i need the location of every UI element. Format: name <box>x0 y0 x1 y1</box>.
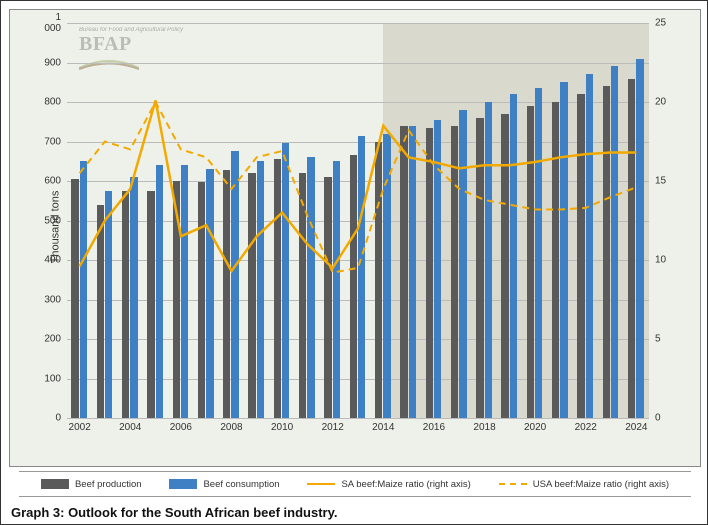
bar-consumption <box>333 161 340 418</box>
legend-item: USA beef:Maize ratio (right axis) <box>499 479 669 490</box>
bar-consumption <box>105 191 112 418</box>
y-left-tick-label: 600 <box>44 176 67 187</box>
bar-consumption <box>611 66 618 418</box>
bar-consumption <box>459 110 466 418</box>
bar-consumption <box>181 165 188 418</box>
bar-consumption <box>231 151 238 418</box>
y-right-tick-label: 25 <box>649 18 666 29</box>
bar-consumption <box>282 143 289 418</box>
bar-consumption <box>434 120 441 418</box>
bar-consumption <box>358 136 365 418</box>
y-left-tick-label: 100 <box>44 373 67 384</box>
x-tick-label: 2010 <box>271 418 293 433</box>
plot-region: 01002003004005006007008009001 0000510152… <box>67 23 649 418</box>
bar-production <box>274 159 281 418</box>
bar-consumption <box>206 169 213 418</box>
x-tick-label: 2008 <box>220 418 242 433</box>
bar-consumption <box>130 177 137 418</box>
bar-production <box>173 181 180 418</box>
legend-swatch-icon <box>307 483 335 485</box>
x-tick-label: 2020 <box>524 418 546 433</box>
bar-production <box>147 191 154 418</box>
legend-item: Beef consumption <box>169 479 279 490</box>
y-left-tick-label: 900 <box>44 57 67 68</box>
y-left-tick-label: 700 <box>44 136 67 147</box>
x-tick-label: 2006 <box>170 418 192 433</box>
bar-production <box>122 191 129 418</box>
bar-consumption <box>307 157 314 418</box>
bar-production <box>198 182 205 418</box>
x-tick-label: 2012 <box>322 418 344 433</box>
x-tick-label: 2004 <box>119 418 141 433</box>
legend-label: SA beef:Maize ratio (right axis) <box>341 479 470 490</box>
y-left-tick-label: 300 <box>44 294 67 305</box>
bar-consumption <box>485 102 492 418</box>
bar-production <box>577 94 584 418</box>
bar-consumption <box>560 82 567 418</box>
bar-production <box>375 142 382 419</box>
bar-consumption <box>510 94 517 418</box>
x-tick-label: 2014 <box>372 418 394 433</box>
x-tick-label: 2002 <box>69 418 91 433</box>
bar-consumption <box>257 161 264 418</box>
legend-item: Beef production <box>41 479 142 490</box>
bar-production <box>299 173 306 418</box>
bar-consumption <box>156 165 163 418</box>
legend-label: USA beef:Maize ratio (right axis) <box>533 479 669 490</box>
grid-line <box>67 23 649 24</box>
bar-production <box>248 173 255 418</box>
figure-container: Bureau for Food and Agricultural Policy … <box>0 0 708 525</box>
x-tick-label: 2024 <box>625 418 647 433</box>
bar-production <box>476 118 483 418</box>
legend-swatch-icon <box>169 479 197 489</box>
bar-production <box>501 114 508 418</box>
y-right-tick-label: 20 <box>649 97 666 108</box>
bar-consumption <box>636 59 643 418</box>
bar-consumption <box>535 88 542 418</box>
grid-line <box>67 418 649 419</box>
y-right-tick-label: 0 <box>649 413 661 424</box>
bar-consumption <box>383 134 390 418</box>
y-left-tick-label: 1 000 <box>44 12 67 34</box>
bar-production <box>223 170 230 418</box>
bar-production <box>400 126 407 418</box>
legend-label: Beef consumption <box>203 479 279 490</box>
bar-production <box>552 102 559 418</box>
grid-line <box>67 63 649 64</box>
bar-production <box>324 177 331 418</box>
y-right-tick-label: 10 <box>649 255 666 266</box>
bar-production <box>350 155 357 418</box>
x-tick-label: 2018 <box>473 418 495 433</box>
legend-swatch-icon <box>499 483 527 485</box>
y-left-axis-title: Thousand tons <box>49 191 61 264</box>
y-left-tick-label: 200 <box>44 334 67 345</box>
x-tick-label: 2016 <box>423 418 445 433</box>
bar-production <box>603 86 610 418</box>
x-tick-label: 2022 <box>575 418 597 433</box>
legend: Beef production Beef consumption SA beef:M… <box>19 471 691 497</box>
legend-swatch-icon <box>41 479 69 489</box>
y-left-tick-label: 800 <box>44 97 67 108</box>
bar-production <box>628 79 635 418</box>
bar-consumption <box>80 161 87 418</box>
y-left-tick-label: 0 <box>55 413 67 424</box>
bar-production <box>527 106 534 418</box>
bar-production <box>451 126 458 418</box>
bar-production <box>426 128 433 418</box>
legend-item: SA beef:Maize ratio (right axis) <box>307 479 470 490</box>
y-right-tick-label: 15 <box>649 176 666 187</box>
y-right-tick-label: 5 <box>649 334 661 345</box>
bar-consumption <box>586 74 593 418</box>
figure-caption: Graph 3: Outlook for the South African b… <box>11 505 337 520</box>
legend-label: Beef production <box>75 479 142 490</box>
bar-consumption <box>409 126 416 418</box>
bar-production <box>97 205 104 418</box>
bar-production <box>71 179 78 418</box>
